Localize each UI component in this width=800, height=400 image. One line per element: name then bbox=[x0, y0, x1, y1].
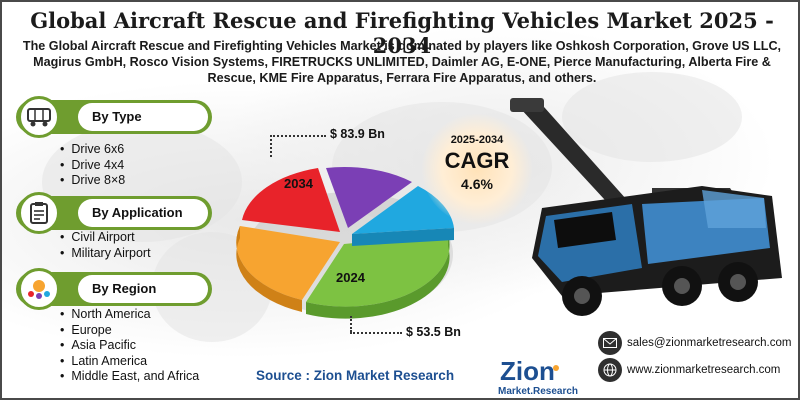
website-contact[interactable]: www.zionmarketresearch.com bbox=[598, 358, 794, 382]
page-title: Global Aircraft Rescue and Firefighting … bbox=[30, 8, 774, 58]
list-item: North America bbox=[60, 307, 199, 323]
globe-icon bbox=[598, 358, 622, 382]
list-item: Europe bbox=[60, 323, 199, 339]
list-item: Middle East, and Africa bbox=[60, 369, 199, 385]
list-item: Latin America bbox=[60, 354, 199, 370]
pie-slices bbox=[236, 167, 454, 319]
cagr-years: 2025-2034 bbox=[450, 134, 504, 146]
pie-slice bbox=[326, 167, 412, 228]
list-item: Military Airport bbox=[60, 246, 150, 262]
website-text[interactable]: www.zionmarketresearch.com bbox=[627, 364, 781, 376]
pie-slice bbox=[242, 168, 340, 232]
pie-label-2034: 2034 bbox=[284, 176, 314, 191]
globe-people-icon bbox=[18, 268, 60, 310]
callout-line bbox=[350, 316, 352, 332]
region-list: North America Europe Asia Pacific Latin … bbox=[60, 307, 199, 385]
pie-graphic: 2034 2024 bbox=[236, 162, 462, 322]
list-item: Drive 4x4 bbox=[60, 158, 125, 174]
list-item: Asia Pacific bbox=[60, 338, 199, 354]
pie-slice bbox=[236, 226, 340, 300]
list-item: Civil Airport bbox=[60, 230, 151, 246]
fire-truck-image bbox=[502, 78, 798, 334]
type-list: Drive 6x6 Drive 4x4 Drive 8×8 bbox=[60, 142, 125, 189]
svg-text:Zion: Zion bbox=[500, 356, 555, 386]
callout-line bbox=[270, 135, 272, 157]
pie-slice bbox=[352, 186, 454, 234]
callout-line bbox=[350, 332, 402, 334]
segment-heading: By Region bbox=[78, 275, 208, 303]
cagr-value: 4.6% bbox=[461, 176, 493, 192]
mail-icon bbox=[598, 331, 622, 355]
list-item: Drive 8×8 bbox=[60, 173, 125, 189]
cagr-badge: 2025-2034 CAGR 4.6% bbox=[422, 114, 532, 224]
value-2024: $ 53.5 Bn bbox=[406, 325, 461, 339]
pie-slice bbox=[306, 234, 450, 307]
clipboard-icon bbox=[18, 192, 60, 234]
source-text: Source : Zion Market Research bbox=[256, 368, 455, 383]
application-list: Civil Airport Military Airport bbox=[60, 230, 151, 262]
pie-label-2024: 2024 bbox=[336, 270, 366, 285]
email-text[interactable]: sales@zionmarketresearch.com bbox=[627, 337, 792, 349]
segment-heading: By Type bbox=[78, 103, 208, 131]
list-item: Drive 6x6 bbox=[60, 142, 125, 158]
value-2034: $ 83.9 Bn bbox=[330, 127, 385, 141]
page-subtitle: The Global Aircraft Rescue and Firefight… bbox=[22, 39, 782, 85]
map-shape bbox=[562, 72, 742, 162]
segment-heading: By Application bbox=[78, 199, 208, 227]
vehicle-icon bbox=[18, 96, 60, 138]
zion-logo: Zion Market.Research bbox=[496, 354, 580, 398]
svg-text:Market.Research: Market.Research bbox=[498, 386, 578, 397]
callout-line bbox=[270, 135, 326, 137]
email-contact[interactable]: sales@zionmarketresearch.com bbox=[598, 331, 794, 355]
cagr-label: CAGR bbox=[444, 148, 510, 173]
